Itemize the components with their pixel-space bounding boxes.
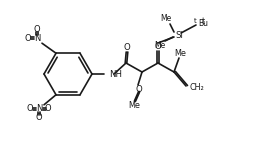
Text: CH₂: CH₂ [190, 83, 205, 92]
Text: N: N [34, 34, 40, 43]
Text: O: O [136, 85, 142, 94]
Text: Bu: Bu [198, 18, 208, 28]
Text: N: N [36, 104, 42, 113]
Text: O: O [45, 104, 51, 113]
Text: O: O [27, 104, 33, 113]
Text: O: O [124, 42, 130, 52]
Text: Me: Me [128, 102, 140, 111]
Text: Si: Si [175, 30, 183, 40]
Text: O: O [25, 34, 31, 43]
Text: O: O [155, 41, 161, 50]
Text: Me: Me [160, 13, 172, 22]
Text: Me: Me [174, 49, 186, 58]
Text: O: O [34, 25, 40, 34]
Text: O: O [36, 113, 42, 122]
Text: NH: NH [109, 70, 122, 78]
Text: t: t [202, 16, 205, 25]
Text: t: t [193, 18, 196, 24]
Text: Me: Me [154, 41, 166, 49]
